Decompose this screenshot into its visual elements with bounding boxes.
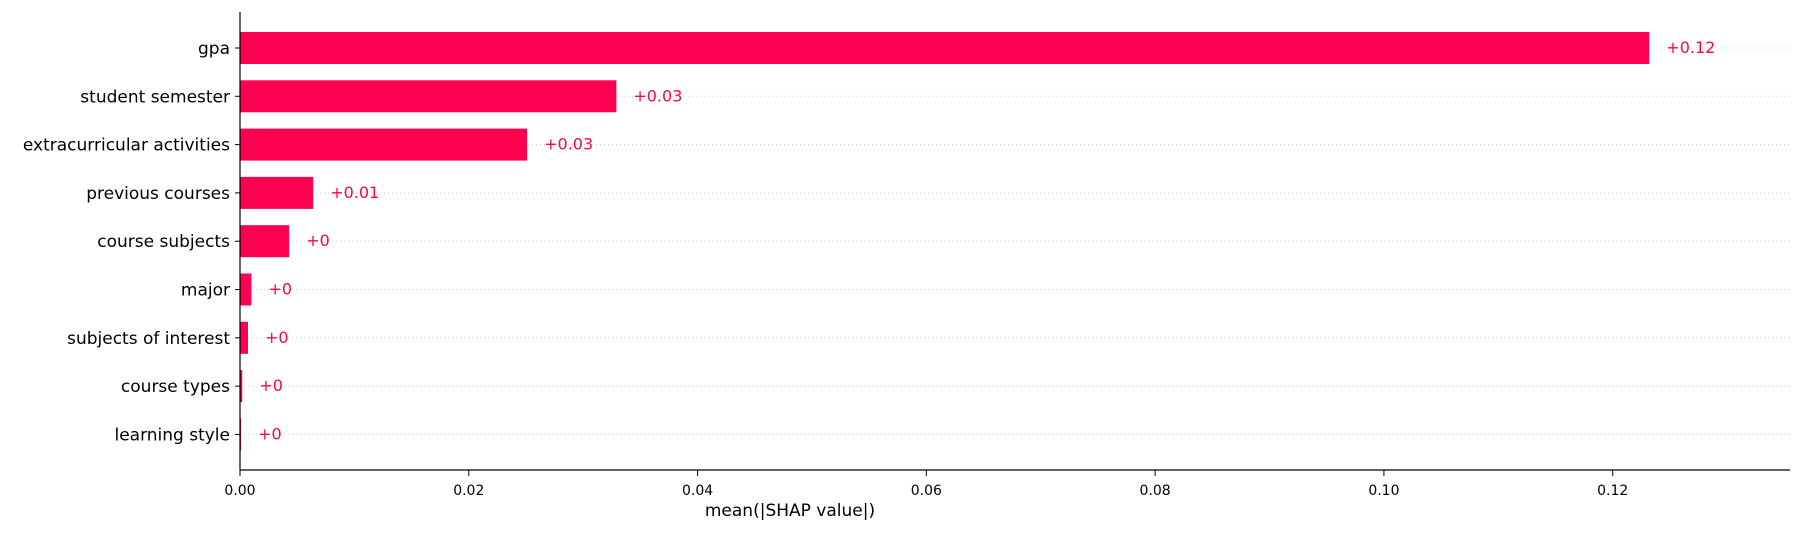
- value-label: +0: [265, 328, 289, 347]
- value-label: +0: [259, 376, 283, 395]
- feature-label: learning style: [114, 425, 230, 445]
- x-tick-label: 0.04: [682, 483, 713, 499]
- feature-label: previous courses: [86, 184, 230, 204]
- bar-gpa: [240, 32, 1650, 64]
- value-label: +0.01: [330, 183, 379, 202]
- value-label: +0: [258, 424, 282, 443]
- x-tick-label: 0.10: [1368, 483, 1399, 499]
- feature-label: subjects of interest: [67, 329, 230, 349]
- bar-student-semester: [240, 80, 617, 113]
- bar-extracurricular-activities: [240, 128, 528, 161]
- bars-layer: [240, 32, 1650, 451]
- x-tick-label: 0.08: [1140, 483, 1171, 499]
- feature-label: student semester: [80, 87, 230, 107]
- labels-layer: gpa +0.12 student semester +0.03 extracurric…: [23, 38, 1715, 445]
- x-axis-label: mean(|SHAP value|): [705, 501, 875, 521]
- feature-label: gpa: [198, 39, 230, 59]
- feature-label: course types: [121, 377, 230, 397]
- bar-subjects-of-interest: [240, 321, 249, 354]
- bar-course-types: [240, 370, 243, 403]
- feature-label: extracurricular activities: [23, 136, 230, 156]
- value-label: +0: [306, 231, 330, 250]
- axes-layer: 0.00 0.02 0.04 0.06 0.08 0.10 0.12 mean(|SHAP v…: [224, 12, 1790, 521]
- value-label: +0.12: [1666, 38, 1715, 57]
- x-tick-label: 0.02: [453, 483, 484, 499]
- value-label: +0.03: [633, 86, 682, 105]
- feature-label: major: [181, 281, 230, 301]
- x-tick-label: 0.12: [1597, 483, 1628, 499]
- value-label: +0.03: [544, 135, 593, 154]
- x-tick-label: 0.00: [224, 483, 255, 499]
- bar-previous-courses: [240, 176, 314, 209]
- feature-label: course subjects: [97, 232, 230, 252]
- x-tick-label: 0.06: [911, 483, 942, 499]
- bar-course-subjects: [240, 225, 290, 258]
- value-label: +0: [268, 280, 292, 299]
- bar-major: [240, 273, 252, 306]
